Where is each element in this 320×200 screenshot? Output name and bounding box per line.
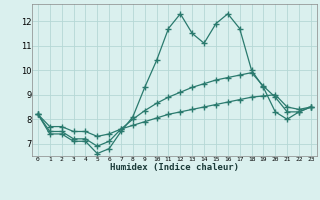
X-axis label: Humidex (Indice chaleur): Humidex (Indice chaleur) bbox=[110, 163, 239, 172]
